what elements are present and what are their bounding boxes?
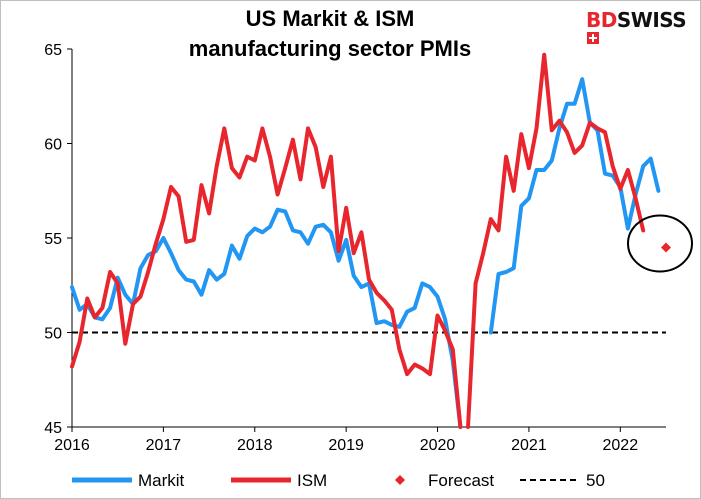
chart-annotations xyxy=(627,214,693,273)
chart-title-line1: US Markit & ISM xyxy=(245,6,415,31)
chart-title: US Markit & ISM manufacturing sector PMI… xyxy=(120,4,540,64)
logo-part-swiss: SWISS xyxy=(616,8,687,32)
series-markit-line-2 xyxy=(488,77,661,335)
x-tick-label: 2018 xyxy=(237,437,273,454)
y-tick-label: 50 xyxy=(44,326,62,343)
logo-swiss-cross-icon xyxy=(587,32,599,44)
y-tick-label: 55 xyxy=(44,231,62,248)
series-ism-line-2 xyxy=(466,52,646,429)
x-tick-label: 2020 xyxy=(420,437,456,454)
x-tick-label: 2019 xyxy=(328,437,364,454)
legend-markit-label: Markit xyxy=(138,471,185,490)
chart-title-line2: manufacturing sector PMIs xyxy=(188,36,472,61)
x-tick-label: 2017 xyxy=(146,437,182,454)
forecast-marker xyxy=(661,242,671,253)
y-tick-label: 60 xyxy=(44,137,62,154)
x-tick-label: 2022 xyxy=(603,437,639,454)
y-tick-label: 65 xyxy=(44,42,62,59)
forecast-highlight-circle xyxy=(627,214,693,273)
x-tick-label: 2016 xyxy=(54,437,90,454)
legend-50-label: 50 xyxy=(586,471,605,490)
legend-ism-label: ISM xyxy=(297,471,327,490)
y-tick-label: 45 xyxy=(44,420,62,437)
x-tick-label: 2021 xyxy=(511,437,547,454)
chart-legend: Markit ISM Forecast 50 xyxy=(72,471,605,490)
legend-forecast-label: Forecast xyxy=(428,471,494,490)
series-ism-line xyxy=(70,126,463,429)
chart-plot-area xyxy=(70,52,671,429)
legend-forecast-swatch xyxy=(395,475,405,485)
logo-part-bd: BD xyxy=(586,8,617,32)
bdswiss-logo: BDSWISS xyxy=(586,8,701,56)
